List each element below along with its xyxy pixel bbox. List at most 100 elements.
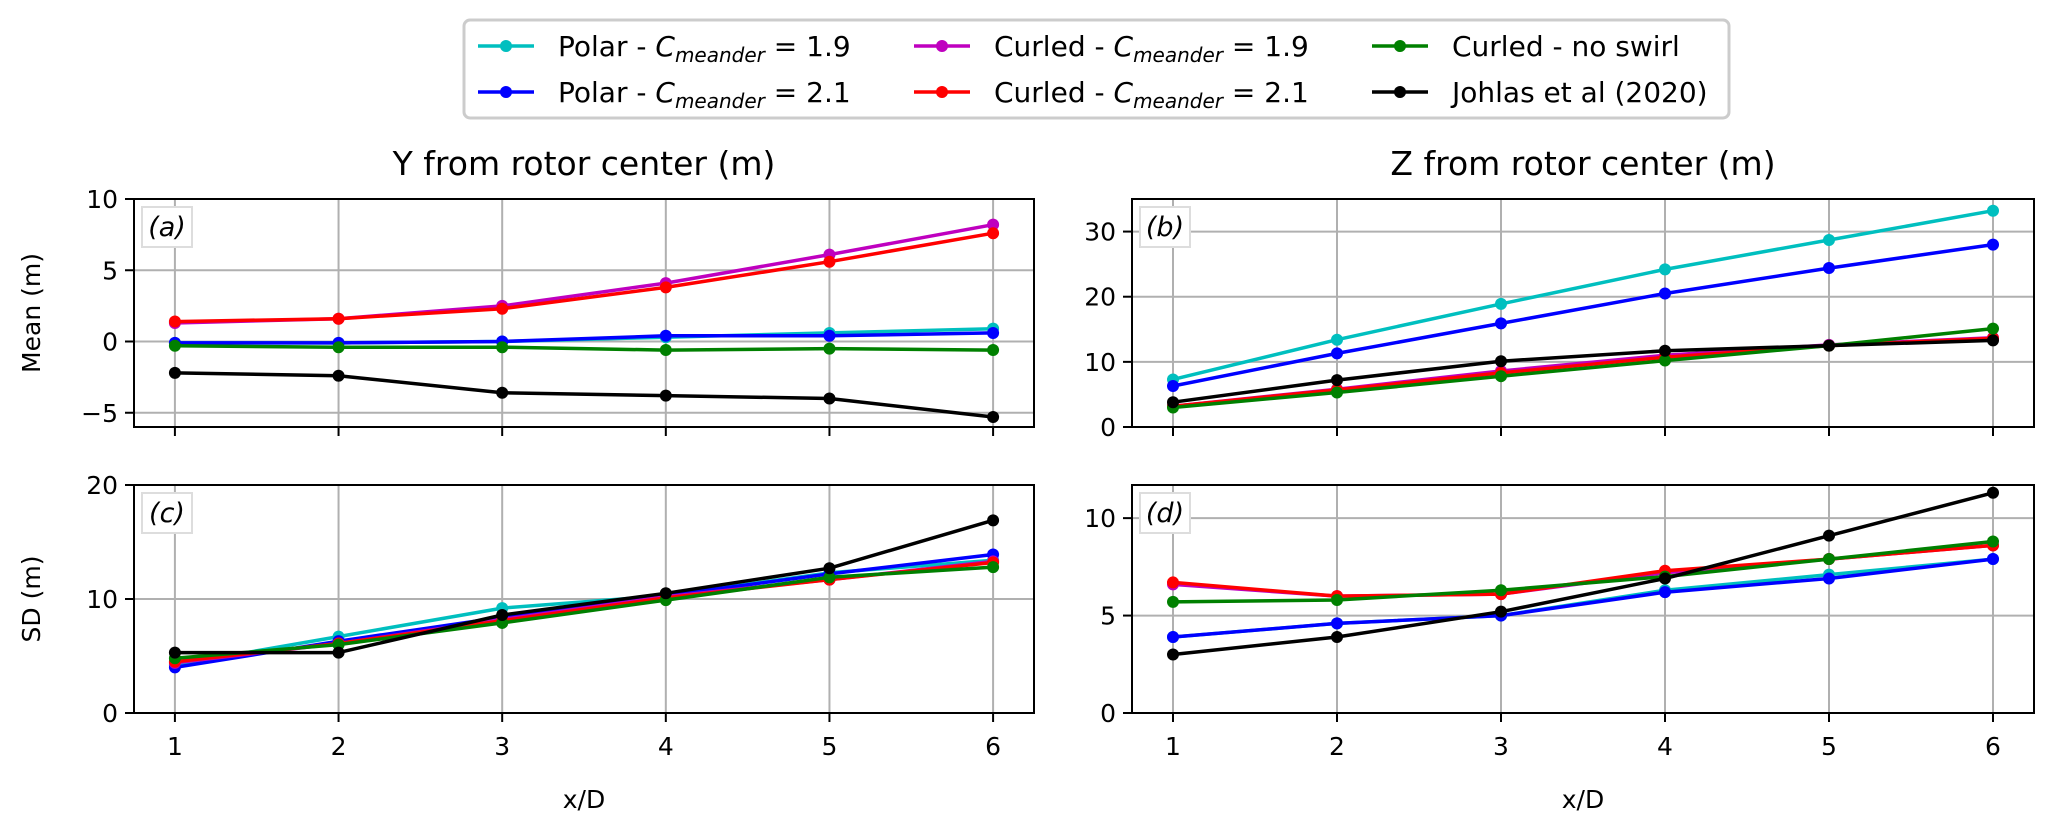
data-point [332,646,345,659]
y-tick-label: 10 [86,185,118,214]
series-line-curledNoSwirl [174,565,994,661]
data-point [1659,263,1671,276]
legend-label: Curled - Cmeander = 2.1 [994,76,1309,113]
panel-tag-box [1139,492,1191,534]
data-point [823,562,836,575]
data-point [987,326,1000,339]
legend-label: Curled - no swirl [1452,30,1680,63]
data-point [1495,317,1507,330]
series-johlas [168,514,1000,659]
series-line-polar21 [174,331,994,345]
column-title: Y from rotor center (m) [392,144,776,183]
data-point [496,302,509,315]
column-title: Z from rotor center (m) [1390,144,1775,183]
x-axis-label: x/D [563,785,605,814]
panel-d: 1 2 3 4 5 6 0 5 10 (d) x/D [1084,484,2035,814]
x-tick-label: 1 [1165,732,1181,761]
data-point [1495,584,1507,597]
series-curled19 [168,218,1000,329]
legend-swatch-marker [500,40,512,52]
series-johlas [1167,486,1999,661]
x-tick-label: 3 [1493,732,1509,761]
y-tick-label: 10 [1084,348,1116,377]
series-polar21 [1167,238,1999,392]
data-point [1167,396,1179,409]
series-line-curledNoSwirl [1172,539,1994,604]
legend: Polar - Cmeander = 1.9 Polar - Cmeander =… [462,18,1731,120]
series-curledNoSwirl [1167,322,1999,414]
x-tick-label: 6 [985,732,1001,761]
data-point [1167,648,1179,661]
data-point [168,315,181,328]
series-line-johlas [174,518,994,655]
data-point [1823,553,1835,566]
data-point [332,312,345,325]
data-point [1331,631,1343,643]
panel-c: 1 2 3 4 5 6 0 10 20 (c) SD (m) x/D [17,471,1035,814]
data-point [987,344,1000,357]
data-point [987,514,1000,527]
series-line-johlas [1172,491,1994,657]
data-point [1823,262,1835,275]
series-polar21 [1167,553,1999,643]
data-point [332,341,345,354]
x-tick-label: 4 [1657,732,1673,761]
data-point [1987,535,1999,548]
data-point [168,366,181,379]
data-point [168,646,181,659]
panel-tag: (a) [148,212,186,243]
data-point [1495,370,1507,383]
data-point [1659,287,1671,300]
legend-swatch-marker [936,86,948,98]
data-point [1331,617,1343,630]
data-point [496,608,509,621]
legend-label: Curled - Cmeander = 1.9 [994,30,1309,67]
y-tick-label: 0 [1100,413,1116,442]
data-point [496,386,509,399]
panel-tag: (c) [149,498,185,529]
data-point [1167,576,1179,589]
data-point [1823,339,1835,352]
legend-item-polar19: Polar - Cmeander = 1.9 [478,30,851,67]
series-line-curledNoSwirl [1172,326,1994,410]
axes-frame [133,198,1035,428]
data-point [823,342,836,355]
series-curled21 [168,227,1000,328]
data-point [1987,486,1999,499]
legend-label: Polar - Cmeander = 1.9 [558,30,851,67]
data-point [1823,234,1835,247]
data-point [1331,374,1343,387]
x-tick-label: 1 [167,732,183,761]
data-point [1987,204,1999,217]
series-johlas [168,366,1000,424]
data-point [1495,297,1507,310]
data-point [987,218,1000,231]
data-point [1167,595,1179,608]
y-tick-label: 20 [1084,283,1116,312]
data-point [659,329,672,342]
series-johlas [1167,334,1999,409]
data-point [1167,379,1179,392]
legend-swatch-marker [936,40,948,52]
series-line-polar21 [1172,557,1994,639]
y-tick-label: 5 [102,256,118,285]
panel-b: 0 10 20 30 (b) Z from rotor center (m) [1084,144,2035,442]
y-tick-label: 30 [1084,218,1116,247]
panel-tag: (b) [1146,212,1184,243]
data-point [1659,572,1671,585]
series-line-curled21 [174,231,994,324]
y-tick-label: 20 [86,471,118,500]
legend-swatch-marker [500,86,512,98]
series-line-polar19 [1172,208,1994,382]
data-point [1987,334,1999,347]
series-line-johlas [174,371,994,419]
y-tick-label: 10 [1084,504,1116,533]
data-point [1331,593,1343,606]
series-line-curled19 [174,222,994,325]
data-point [987,411,1000,424]
data-point [1331,386,1343,399]
panel-a: −5 0 5 10 (a) Y from rotor center (m) Mean (m) [17,144,1035,436]
axes-frame [1131,484,2035,714]
y-tick-label: −5 [81,399,118,428]
